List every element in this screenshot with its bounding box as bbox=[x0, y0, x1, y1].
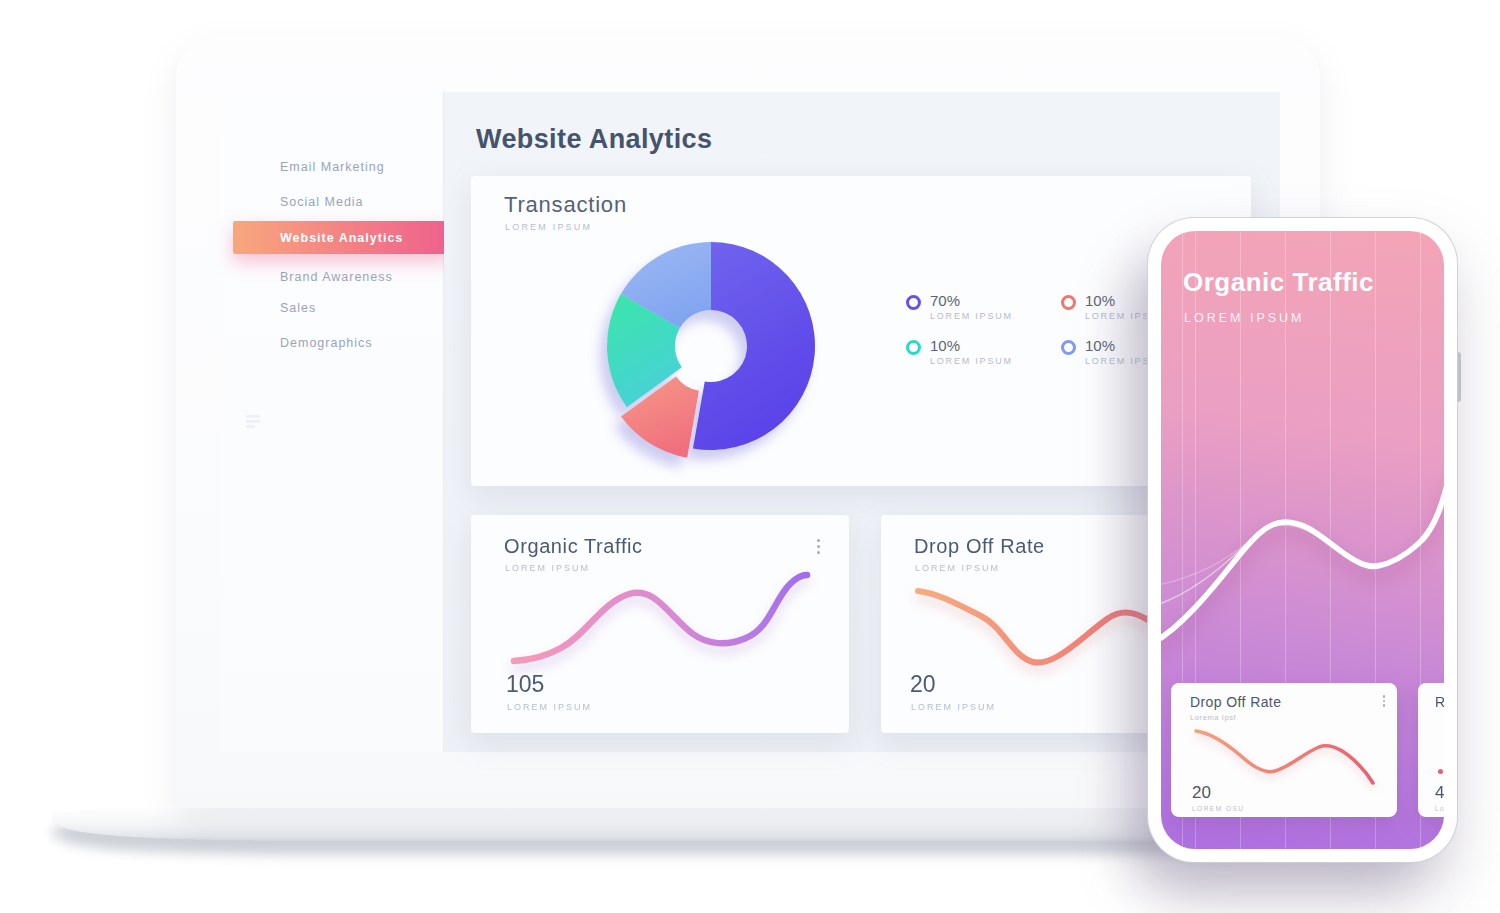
legend-ring-icon bbox=[906, 295, 921, 310]
legend-label: LOREM IPSUM bbox=[930, 311, 1013, 321]
menu-icon[interactable] bbox=[246, 415, 260, 430]
phone-card-value: 20 bbox=[1192, 783, 1211, 803]
organic-traffic-card: Organic Traffic LOREM IPSUM 105 LOREM IP… bbox=[471, 515, 849, 733]
legend-ring-icon bbox=[906, 340, 921, 355]
sidebar-item-email-marketing[interactable]: Email Marketing bbox=[280, 160, 385, 174]
page-title: Website Analytics bbox=[476, 124, 712, 155]
organic-card-value-label: LOREM IPSUM bbox=[507, 702, 592, 712]
transaction-card: Transaction LOREM IPSUM 70% LOREM IPSUM … bbox=[471, 176, 1251, 486]
sidebar: Email Marketing Social Media Website Ana… bbox=[220, 92, 444, 752]
transaction-card-title: Transaction bbox=[504, 192, 627, 218]
phone-card-value-label: LOREM OSU bbox=[1192, 805, 1245, 812]
phone-partial-card: Re 4 Lor bbox=[1418, 683, 1444, 817]
organic-traffic-line-chart bbox=[471, 515, 849, 733]
sidebar-item-sales[interactable]: Sales bbox=[280, 301, 316, 315]
phone-mockup: Organic Traffic LOREM IPSUM Drop Off Rat… bbox=[1148, 218, 1457, 862]
phone-card-value-label: Lor bbox=[1435, 805, 1444, 812]
dropoff-card-value-label: LOREM IPSUM bbox=[911, 702, 996, 712]
legend-label: LOREM IPSUM bbox=[930, 356, 1013, 366]
donut-chart bbox=[591, 226, 831, 466]
phone-card-value: 4 bbox=[1435, 783, 1444, 803]
sidebar-item-demographics[interactable]: Demographics bbox=[280, 336, 373, 350]
legend-ring-icon bbox=[1061, 340, 1076, 355]
sidebar-item-label: Website Analytics bbox=[280, 231, 403, 245]
organic-card-value: 105 bbox=[506, 671, 544, 698]
dropoff-card-value: 20 bbox=[910, 671, 936, 698]
legend-value: 70% bbox=[930, 292, 960, 309]
sidebar-item-social-media[interactable]: Social Media bbox=[280, 195, 364, 209]
sidebar-item-website-analytics[interactable]: Website Analytics bbox=[233, 221, 453, 254]
legend-value: 10% bbox=[930, 337, 960, 354]
laptop-screen: Email Marketing Social Media Website Ana… bbox=[220, 92, 1280, 752]
phone-screen: Organic Traffic LOREM IPSUM Drop Off Rat… bbox=[1161, 231, 1444, 849]
red-dot-icon bbox=[1438, 769, 1443, 774]
sidebar-item-brand-awareness[interactable]: Brand Awareness bbox=[280, 270, 393, 284]
phone-card-title: Re bbox=[1435, 694, 1444, 710]
legend-ring-icon bbox=[1061, 295, 1076, 310]
legend-value: 10% bbox=[1085, 337, 1115, 354]
transaction-card-subtitle: LOREM IPSUM bbox=[505, 222, 592, 232]
legend-value: 10% bbox=[1085, 292, 1115, 309]
phone-dropoff-card: Drop Off Rate Lorema Ipsf 20 LOREM OSU bbox=[1171, 683, 1397, 817]
